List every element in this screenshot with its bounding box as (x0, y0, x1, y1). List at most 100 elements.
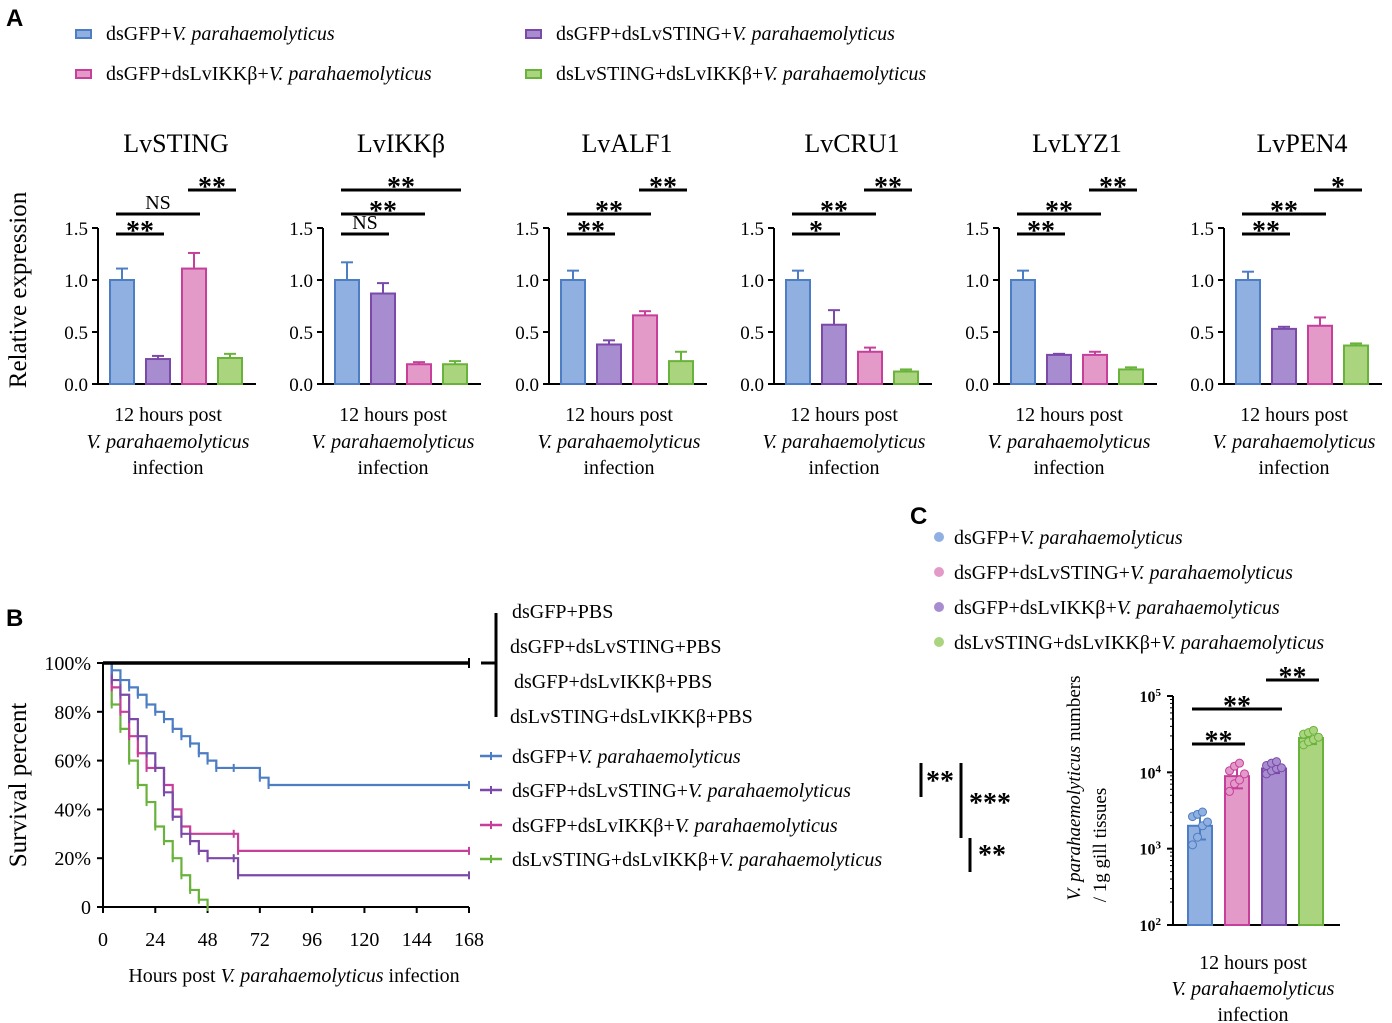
y-tick-label: 0.5 (515, 323, 539, 344)
legend-entry-label: dsGFP+dsLvIKKβ+PBS (514, 671, 712, 693)
y-tick-label: 60% (54, 751, 91, 773)
legend-entry-label: dsGFP+dsLvSTING+V. parahaemolyticus (512, 780, 851, 802)
legend-entry-label-part: V. parahaemolyticus (578, 746, 741, 768)
legend-a: dsGFP+V. parahaemolyticus dsGFP+dsLvSTING… (75, 23, 926, 85)
significance-label: ** (126, 216, 154, 247)
significance-label: ** (1279, 662, 1307, 693)
y-tick-base: 10 (1140, 689, 1156, 706)
y-axis-title-part: V. parahaemolyticus (1064, 746, 1085, 901)
significance-label: ** (820, 196, 848, 227)
significance-label: NS (145, 192, 171, 214)
legend-entry-label-part: dsGFP+ (954, 527, 1020, 549)
x-axis-title-part: infection (384, 965, 460, 987)
bar (1118, 368, 1144, 386)
significance-label: ** (1027, 216, 1055, 247)
y-tick-label: 0.5 (289, 323, 313, 344)
data-point (1198, 807, 1207, 817)
bar (857, 350, 883, 386)
bar (1010, 279, 1036, 385)
y-tick-exponent: 3 (1156, 840, 1162, 852)
x-tick-label: 24 (145, 929, 165, 951)
y-tick-label: 40% (54, 799, 91, 821)
significance-label: ** (198, 172, 226, 203)
legend-entry-label: dsLvSTING+dsLvIKKβ+V. parahaemolyticus (512, 849, 882, 871)
y-tick-base: 10 (1140, 765, 1156, 782)
legend-entry-label-part: V. parahaemolyticus (269, 63, 432, 85)
bar (406, 363, 432, 385)
bar (1307, 324, 1333, 386)
x-axis-label: V. parahaemolyticus (763, 431, 926, 453)
subplot-title: LvLYZ1 (1032, 129, 1122, 158)
y-tick-label: 1.5 (1190, 219, 1214, 240)
y-axis-title: V. parahaemolyticus numbers (1064, 676, 1085, 901)
data-point (1235, 758, 1244, 768)
data-point (1240, 769, 1249, 779)
y-tick-label: 1.0 (1190, 271, 1214, 292)
y-tick-label: 0.0 (1190, 375, 1214, 396)
bar (596, 343, 622, 386)
x-axis-label: V. parahaemolyticus (538, 431, 701, 453)
x-tick-label: 168 (454, 929, 484, 951)
legend-entry-label-part: dsGFP+ (106, 23, 172, 45)
bar (560, 279, 586, 385)
y-axis-title-part: numbers (1064, 676, 1085, 746)
bar (1343, 344, 1369, 385)
y-tick-exponent: 2 (1156, 916, 1162, 928)
data-point (1203, 817, 1212, 827)
significance-label: ** (1045, 196, 1073, 227)
data-point (1188, 840, 1197, 850)
legend-entry-label-part: V. parahaemolyticus (1130, 562, 1293, 584)
survival-curve (103, 661, 469, 852)
y-tick-label: 1.5 (965, 219, 989, 240)
legend-entry-label: dsGFP+V. parahaemolyticus (954, 527, 1183, 549)
legend-entry-label: dsGFP+dsLvIKKβ+V. parahaemolyticus (954, 597, 1280, 619)
y-axis-title: / 1g gill tissues (1090, 788, 1111, 903)
x-axis-label: V. parahaemolyticus (1172, 978, 1335, 1000)
y-axis-title: Survival percent (5, 703, 32, 868)
bar (785, 279, 811, 385)
significance-label: ** (369, 196, 397, 227)
x-axis-title-part: Hours post (128, 965, 220, 987)
legend-entry-label-part: dsGFP+dsLvSTING+ (954, 562, 1130, 584)
bar (442, 363, 468, 385)
y-tick-label: 1.5 (64, 219, 88, 240)
y-tick-label: 20% (54, 848, 91, 870)
legend-dot (934, 637, 944, 647)
y-tick-label: 0.0 (64, 375, 88, 396)
panel-label-c: C (910, 503, 927, 530)
legend-entry-label: dsGFP+dsLvIKKβ+V. parahaemolyticus (106, 63, 432, 85)
bar (1082, 353, 1108, 386)
x-tick-label: 144 (402, 929, 432, 951)
x-axis-label: V. parahaemolyticus (87, 431, 250, 453)
bar (1298, 736, 1324, 926)
x-axis-label: infection (357, 457, 428, 479)
legend-entry-label-part: V. parahaemolyticus (688, 780, 851, 802)
legend-entry-label-part: V. parahaemolyticus (763, 63, 926, 85)
legend-entry-label: dsGFP+dsLvSTING+V. parahaemolyticus (954, 562, 1293, 584)
legend-entry-label: dsLvSTING+dsLvIKKβ+V. parahaemolyticus (954, 632, 1324, 654)
legend-entry-label-part: V. parahaemolyticus (675, 815, 838, 837)
bar (1235, 279, 1261, 385)
subplot-title: LvALF1 (582, 129, 673, 158)
x-axis-label: 12 hours post (790, 404, 898, 426)
bar (181, 267, 207, 385)
y-tick-label: 0.5 (64, 323, 88, 344)
legend-entry-label-part: dsGFP+dsLvSTING+ (512, 780, 688, 802)
significance-label: ** (577, 216, 605, 247)
y-tick-label: 1.0 (515, 271, 539, 292)
data-point (1309, 725, 1318, 735)
legend-swatch (525, 29, 542, 39)
legend-entry-label-part: V. parahaemolyticus (732, 23, 895, 45)
legend-entry-label: dsGFP+dsLvSTING+PBS (510, 636, 722, 658)
y-tick-exponent: 5 (1156, 687, 1162, 699)
survival-curve (103, 661, 469, 787)
y-tick-label: 0 (81, 897, 91, 919)
legend-entry-label-part: dsGFP+dsLvIKKβ+ (512, 815, 675, 837)
legend-dot (934, 602, 944, 612)
bar (821, 323, 847, 385)
significance-label: ** (926, 766, 954, 797)
